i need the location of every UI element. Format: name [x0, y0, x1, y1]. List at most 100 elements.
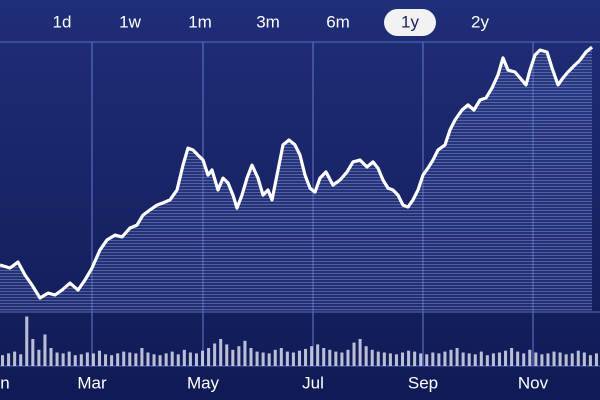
- volume-bar: [297, 350, 301, 366]
- volume-bar: [437, 353, 441, 366]
- volume-bar: [7, 353, 11, 366]
- volume-bar: [588, 355, 592, 366]
- volume-bar: [231, 349, 235, 366]
- volume-bar: [237, 346, 241, 366]
- volume-bar: [213, 343, 217, 366]
- volume-bar: [176, 354, 180, 366]
- volume-bar: [473, 354, 477, 366]
- volume-bar: [97, 350, 101, 366]
- volume-bar: [279, 348, 283, 366]
- volume-bar: [146, 352, 150, 366]
- volume-bar: [449, 349, 453, 366]
- volume-bar: [188, 352, 192, 366]
- volume-bar: [425, 354, 429, 366]
- volume-bar: [328, 349, 332, 366]
- volume-bar: [334, 351, 338, 366]
- volume-bar: [407, 350, 411, 366]
- volume-bar: [552, 351, 556, 366]
- range-buttons: 1d 1w 1m 3m 6m 1y 2y: [53, 9, 489, 36]
- volume-bar: [152, 354, 156, 366]
- volume-bar: [267, 353, 271, 366]
- volume-bar: [194, 353, 198, 366]
- x-tick-label: Jul: [302, 373, 324, 392]
- plot: n Mar May Jul Sep Nov: [0, 42, 598, 392]
- range-button[interactable]: 6m: [326, 12, 350, 31]
- volume-bar: [467, 353, 471, 366]
- range-button[interactable]: 1d: [53, 12, 72, 31]
- volume-bar: [85, 352, 89, 366]
- volume-bar: [346, 349, 350, 366]
- volume-bar: [67, 351, 71, 366]
- volume-bar: [564, 354, 568, 366]
- volume-bar: [91, 353, 95, 366]
- volume-bar: [394, 354, 398, 366]
- area-fill: [0, 47, 592, 312]
- x-tick-label: Mar: [77, 373, 107, 392]
- volume-bar: [401, 352, 405, 366]
- volume-bar: [79, 354, 83, 366]
- volume-bar: [534, 352, 538, 366]
- price-line: [0, 45, 594, 300]
- range-button[interactable]: 1m: [188, 12, 212, 31]
- x-tick-label: Sep: [408, 373, 438, 392]
- volume-bar: [382, 352, 386, 366]
- volume-bar: [291, 352, 295, 366]
- volume-bar: [140, 348, 144, 366]
- volume-bar: [110, 355, 114, 366]
- volume-bar: [546, 353, 550, 366]
- volume-bar: [37, 349, 41, 366]
- volume-bar: [364, 346, 368, 366]
- volume-bar: [207, 348, 211, 366]
- volume-bar: [73, 355, 77, 366]
- selected-pill[interactable]: [384, 9, 436, 36]
- volume-bar: [122, 351, 126, 366]
- volume-bar: [340, 352, 344, 366]
- volume-bar: [558, 352, 562, 366]
- volume-bar: [516, 351, 520, 366]
- volume-bar: [158, 355, 162, 366]
- volume-bar: [504, 350, 508, 366]
- volume-bar: [431, 352, 435, 366]
- volume-bar: [19, 354, 23, 366]
- volume-bar: [104, 354, 108, 366]
- volume-bar: [510, 348, 514, 366]
- x-tick-label: Nov: [518, 373, 549, 392]
- volume-bar: [358, 339, 362, 366]
- volume-bar: [461, 352, 465, 366]
- x-tick-label: May: [187, 373, 220, 392]
- volume-bar: [570, 353, 574, 366]
- volume-bar: [455, 348, 459, 366]
- range-button[interactable]: 1w: [119, 12, 141, 31]
- volume-bar: [55, 352, 59, 366]
- volume-bar: [61, 353, 65, 366]
- volume-bar: [576, 350, 580, 366]
- volume-bar: [249, 348, 253, 366]
- volume-bar: [352, 342, 356, 366]
- volume-bar: [485, 355, 489, 366]
- volume-bar: [134, 353, 138, 366]
- volume-bar: [31, 339, 35, 366]
- volume-bar: [273, 349, 277, 366]
- volume-bar: [225, 344, 229, 366]
- volume-bar: [491, 353, 495, 366]
- volume-bar: [43, 334, 47, 366]
- volume-bar: [310, 346, 314, 366]
- range-button[interactable]: 1y: [401, 12, 419, 31]
- volume-bar: [255, 351, 259, 366]
- volume-bar: [316, 344, 320, 366]
- volume-bar: [540, 354, 544, 366]
- volume-bar: [497, 352, 501, 366]
- volume-bar: [13, 351, 17, 366]
- volume-bar: [49, 348, 53, 366]
- volume-bar: [376, 351, 380, 366]
- volume-bar: [443, 351, 447, 366]
- volume-bar: [170, 351, 174, 366]
- volume-bar: [528, 349, 532, 366]
- range-button[interactable]: 2y: [471, 12, 489, 31]
- volume-bar: [1, 355, 5, 366]
- range-button[interactable]: 3m: [256, 12, 280, 31]
- volume-bar: [164, 353, 168, 366]
- volume-bar: [25, 316, 29, 366]
- volume-bar: [285, 351, 289, 366]
